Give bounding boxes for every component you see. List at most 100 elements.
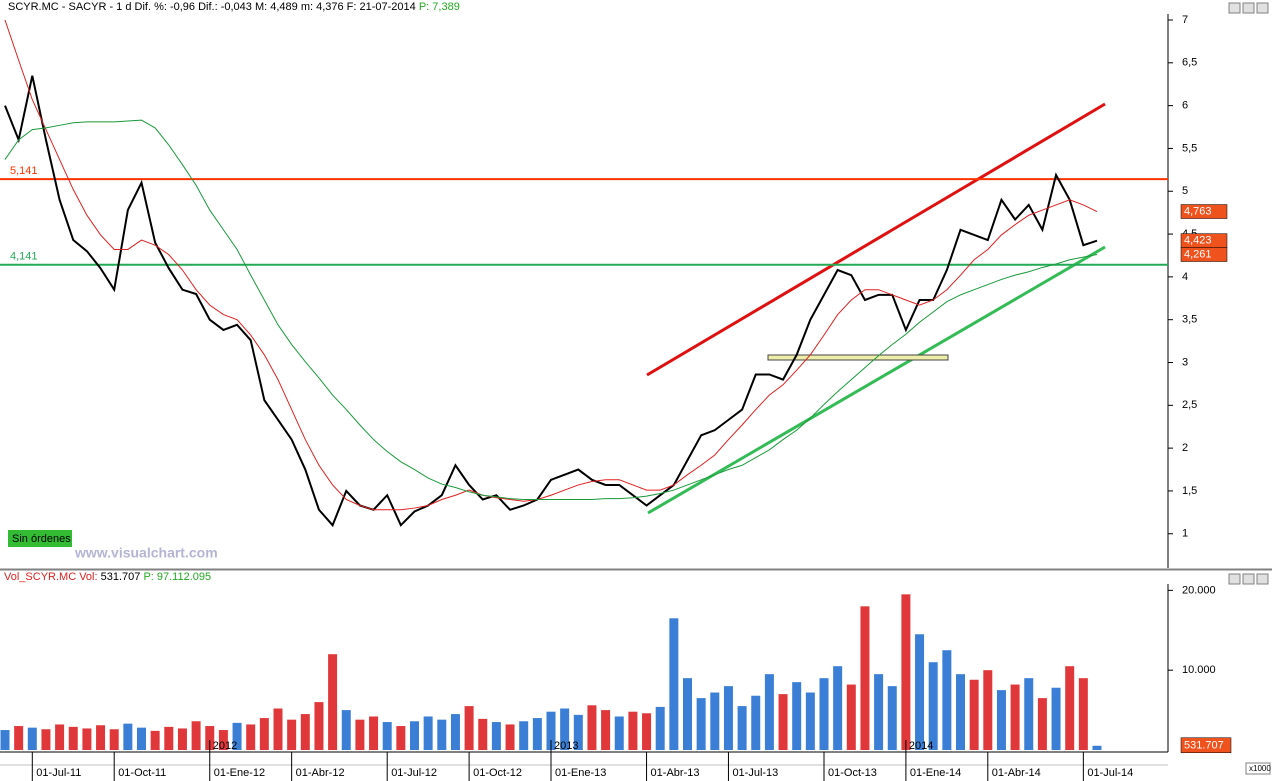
volume-bar [259, 718, 269, 750]
y-tick-label: 5,5 [1182, 142, 1197, 154]
volume-bar [464, 706, 474, 750]
x-tick-label: 01-Jul-14 [1087, 767, 1133, 779]
x-tick-label: 01-Abr-14 [992, 767, 1041, 779]
last-value-label: 531.707 [1184, 740, 1224, 752]
volume-bar [546, 711, 556, 750]
volume-bar [287, 719, 297, 750]
volume-bar [14, 726, 24, 750]
volume-bar [355, 719, 365, 750]
x-tick-label: 01-Oct-13 [828, 767, 877, 779]
x-tick-label: 01-Ene-13 [555, 767, 606, 779]
volume-bar [1078, 678, 1088, 750]
resistance-trendline [646, 102, 1106, 377]
volume-bar [96, 725, 106, 750]
volume-bar [696, 698, 706, 750]
volume-bar [123, 723, 133, 750]
y-tick-label: 20.000 [1182, 584, 1216, 596]
volume-bar [669, 618, 679, 750]
volume-bar [737, 706, 747, 750]
last-value-box [1180, 247, 1228, 262]
volume-bar [1010, 684, 1020, 750]
y-tick-label: 1 [1182, 528, 1188, 540]
volume-bar [956, 674, 965, 750]
volume-bar [177, 728, 187, 750]
year-label: 2013 [554, 740, 578, 752]
volume-bar [137, 727, 146, 750]
volume-bar [628, 711, 638, 750]
volume-bar [191, 721, 201, 750]
price-header: SCYR.MC - SACYR - 1 d Dif. %: -0,96 Dif.… [8, 1, 460, 13]
restore-button[interactable] [1242, 573, 1255, 585]
close-button[interactable] [1256, 2, 1269, 14]
volume-bar [1065, 666, 1075, 750]
volume-window-buttons[interactable] [1228, 573, 1269, 585]
volume-bar [560, 708, 570, 750]
volume-bar [341, 710, 351, 750]
x-tick-label: 01-Ene-12 [214, 767, 265, 779]
volume-bar [846, 684, 856, 750]
volume-bar [0, 730, 10, 750]
volume-bar [369, 716, 379, 750]
y-tick-label: 1,5 [1182, 485, 1197, 497]
volume-bar [751, 695, 761, 750]
x-tick-label: 01-Oct-11 [118, 767, 166, 779]
price-line [4, 119, 1098, 500]
volume-bar [109, 729, 119, 750]
x-tick-label: 01-Abr-13 [651, 767, 700, 779]
volume-bar [450, 714, 460, 750]
watermark: www.visualchart.com [74, 545, 218, 561]
volume-bar [273, 708, 283, 750]
header-part: SCYR.MC - SACYR - 1 d Dif. %: -0,96 Dif.… [8, 1, 416, 13]
volume-bar [27, 727, 37, 750]
volume-bar [655, 706, 665, 750]
volume-bar [778, 694, 788, 750]
price-line [4, 75, 1098, 528]
status-text[interactable]: Sin órdenes [12, 533, 71, 545]
volume-bar [150, 730, 160, 750]
header-part: P: 7,389 [419, 1, 460, 13]
volume-bar [1051, 687, 1061, 750]
volume-bar [382, 722, 392, 750]
y-tick-label: 4 [1182, 271, 1188, 283]
volume-bar [423, 716, 433, 750]
volume-bar [1037, 698, 1047, 750]
x-tick-label: 01-Ene-14 [910, 767, 961, 779]
volume-bar [983, 670, 993, 750]
volume-bar [478, 718, 488, 750]
volume-bar [805, 692, 815, 750]
volume-bar [410, 721, 419, 750]
price-window-buttons[interactable] [1228, 2, 1269, 14]
volume-bar [314, 702, 324, 750]
x-tick-label: 01-Abr-12 [296, 767, 345, 779]
volume-bar [860, 606, 870, 750]
volume-bar [792, 682, 802, 750]
volume-bar [1092, 745, 1102, 750]
volume-bar [764, 674, 774, 750]
y-tick-label: 6,5 [1182, 57, 1197, 69]
y-tick-label: 6 [1182, 100, 1188, 112]
close-button[interactable] [1256, 573, 1269, 585]
volume-bar [246, 724, 256, 750]
volume-bar [901, 594, 911, 750]
header-part: P: 97.112.095 [143, 571, 211, 583]
status-box[interactable] [8, 530, 72, 547]
volume-bar [601, 710, 611, 750]
x-tick-label: 01-Jul-11 [36, 767, 81, 779]
minimize-button[interactable] [1228, 2, 1241, 14]
volume-bar [723, 686, 733, 750]
volume-bar [833, 666, 843, 750]
y-tick-label: 3 [1182, 356, 1188, 368]
volume-bar [587, 705, 597, 750]
volume-bar [232, 722, 242, 750]
level-label: 4,141 [10, 251, 38, 263]
volume-bar [683, 678, 692, 750]
volume-bar [505, 724, 515, 750]
level-label: 5,141 [10, 165, 38, 177]
volume-bar [887, 686, 897, 750]
y-tick-label: 10.000 [1182, 664, 1216, 676]
restore-button[interactable] [1242, 2, 1255, 14]
price-line [4, 19, 1098, 511]
minimize-button[interactable] [1228, 573, 1241, 585]
support-trendline [647, 245, 1106, 515]
last-value-label: 4,423 [1184, 235, 1212, 247]
